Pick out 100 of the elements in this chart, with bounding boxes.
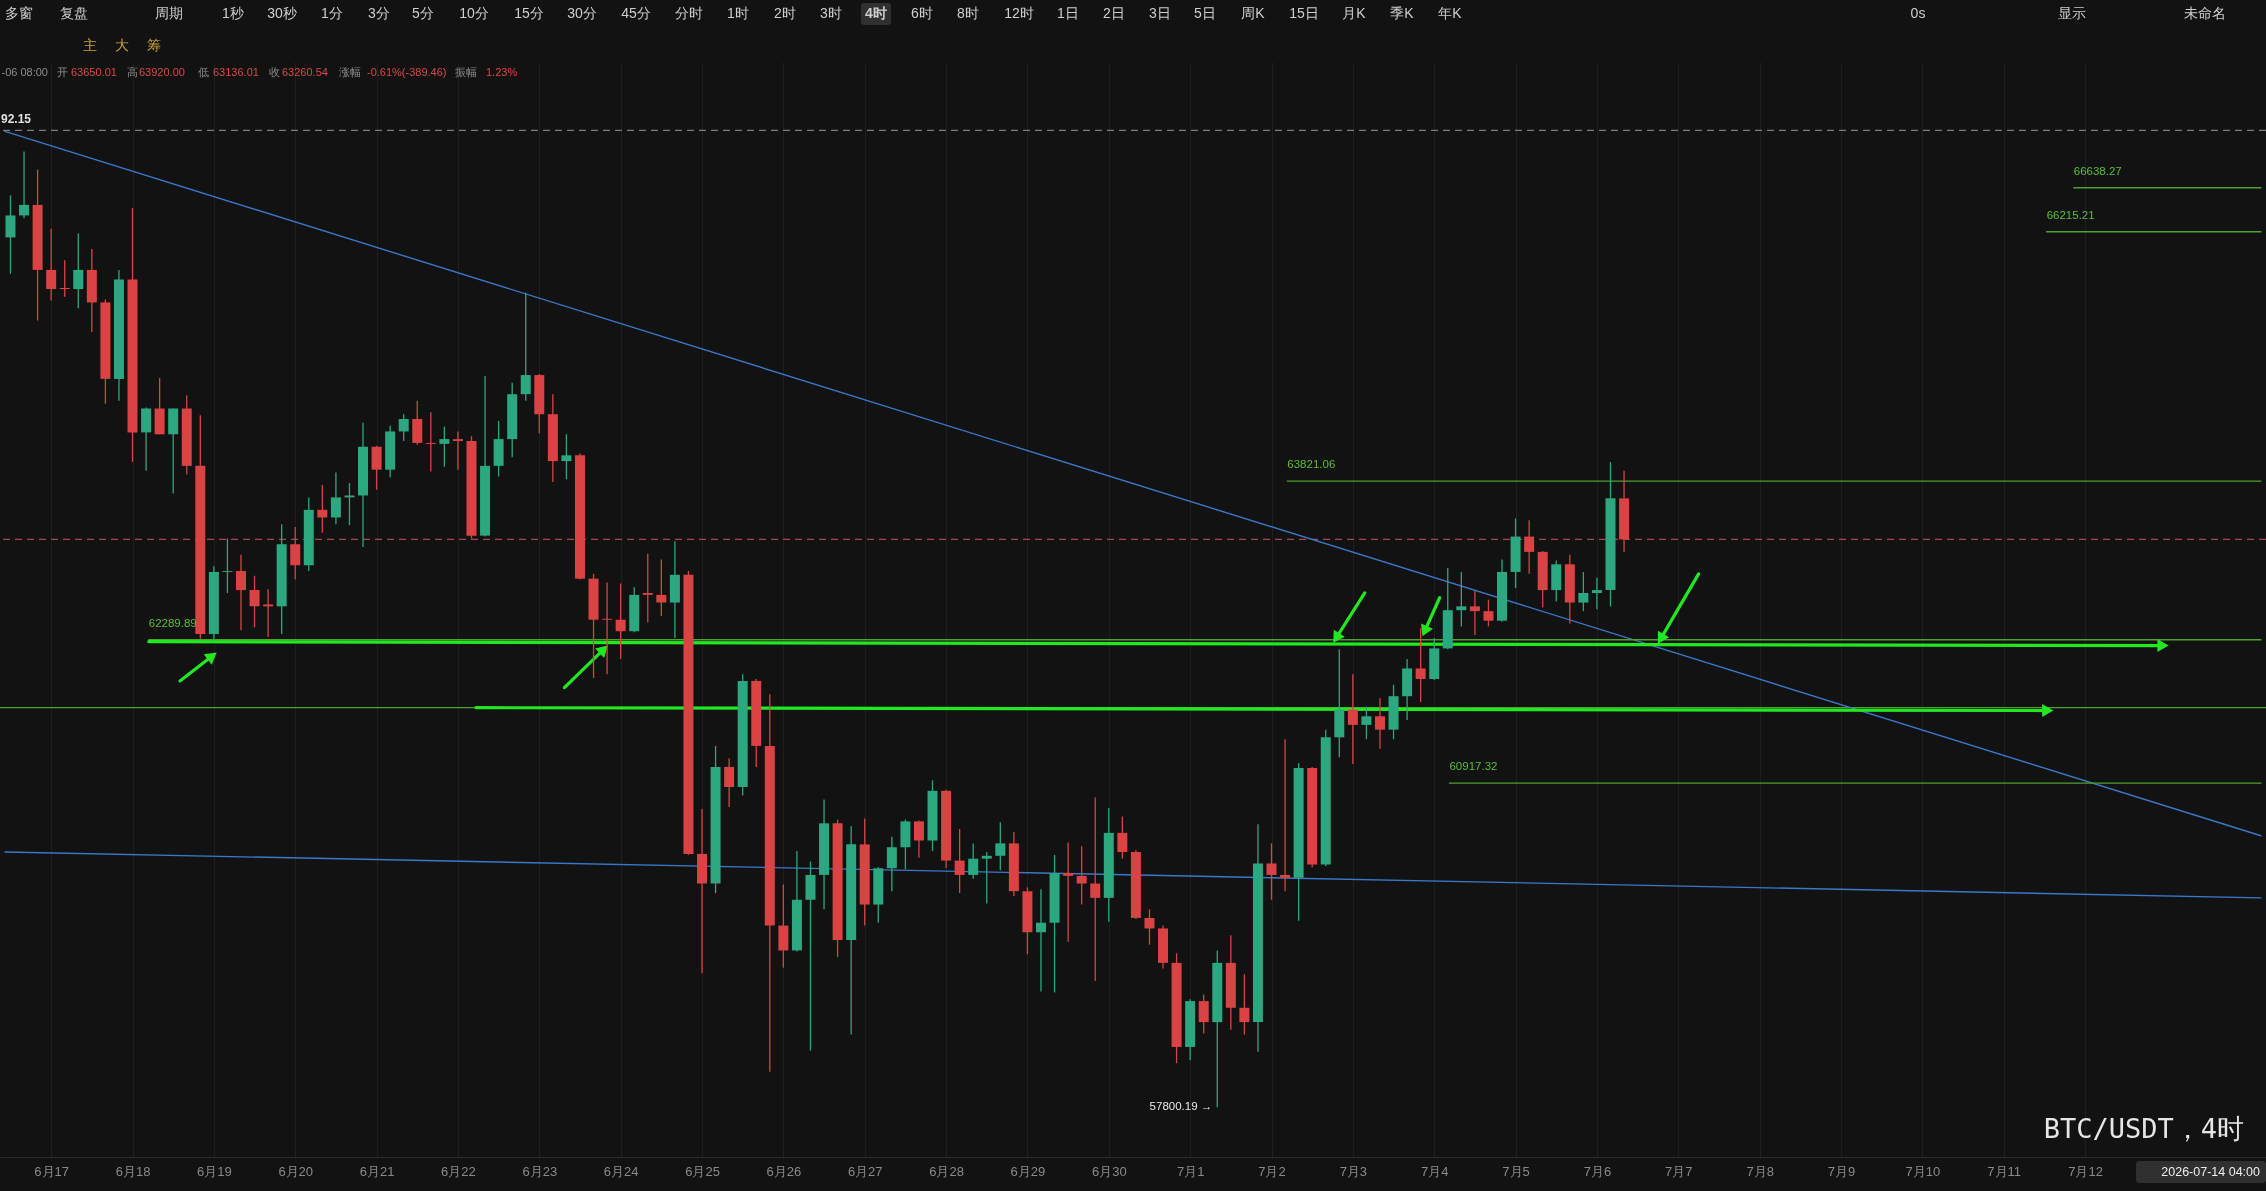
text: 高 [127, 66, 138, 78]
candlestick [520, 292, 531, 402]
candlestick [59, 259, 70, 298]
candlestick [1415, 627, 1426, 703]
candlestick [5, 194, 16, 275]
candlestick [1483, 599, 1494, 628]
text: 63920.00 [139, 66, 185, 78]
text: 季K [1390, 5, 1415, 21]
x-tick-label: 6月26 [766, 1163, 802, 1179]
candlestick [642, 553, 653, 624]
text: 6时 [911, 5, 933, 21]
x-tick-label: 6月23 [522, 1163, 558, 1179]
text: 15日 [1289, 5, 1319, 21]
text: 5分 [412, 5, 434, 21]
candlestick [290, 526, 301, 581]
candlestick [235, 554, 246, 631]
candlestick [412, 400, 423, 446]
text: 周K [1241, 5, 1266, 21]
candlestick [439, 426, 450, 468]
candlestick [724, 757, 735, 808]
candlestick [249, 575, 260, 629]
text: 1秒 [222, 5, 244, 21]
candlestick [1280, 738, 1291, 892]
candlestick [263, 588, 274, 638]
text: 0s [1910, 5, 1926, 21]
text: 周期 [155, 5, 183, 21]
x-tick-label: 7月1 [1176, 1163, 1205, 1179]
x-tick-label: 7月8 [1746, 1163, 1774, 1179]
candlestick [425, 411, 436, 473]
candlestick [1198, 993, 1209, 1035]
x-tick-label: 7月12 [2068, 1163, 2103, 1179]
candlestick [981, 851, 992, 905]
candlestick [1090, 796, 1101, 982]
candlestick [46, 228, 57, 302]
candlestick [1347, 673, 1358, 765]
text: 8时 [957, 5, 979, 21]
text: 1分 [321, 5, 343, 21]
candlestick [141, 406, 152, 472]
x-tick-label: 6月24 [603, 1163, 639, 1179]
text: 大 [115, 37, 129, 53]
x-tick-label: 6月30 [1091, 1163, 1127, 1179]
text: 3分 [368, 5, 390, 21]
text: 63136.01 [213, 66, 259, 78]
candlestick [371, 445, 382, 491]
x-tick-label: 7月3 [1339, 1163, 1368, 1179]
candlestick [1469, 590, 1480, 636]
candlestick [1374, 697, 1385, 750]
candlestick [19, 150, 30, 219]
text: 月K [1342, 5, 1367, 21]
annotation: 63821.06 [1287, 458, 1336, 471]
text: 显示 [2058, 5, 2086, 21]
candlestick [1144, 908, 1155, 946]
text: 5日 [1194, 5, 1216, 21]
candlestick [1591, 577, 1602, 610]
candlestick [1035, 888, 1046, 993]
candlestick [398, 413, 409, 442]
candlestick [1578, 571, 1589, 612]
candlestick [452, 430, 463, 471]
x-tick-label: 6月21 [359, 1163, 395, 1179]
text: 63260.54 [282, 66, 328, 78]
x-tick-label: 6月25 [685, 1163, 720, 1179]
text: 3时 [820, 5, 842, 21]
annotation: 57800.19 → [1149, 1100, 1213, 1113]
annotation: 66638.27 [2073, 164, 2122, 177]
x-tick-label: 7月5 [1502, 1163, 1530, 1179]
text: 分时 [675, 5, 703, 21]
text: 30秒 [267, 5, 297, 21]
text: 1日 [1057, 5, 1079, 21]
text: 筹 [147, 37, 161, 53]
text: BTC/USDT，4时 [2043, 1113, 2244, 1144]
text: 未命名 [2184, 5, 2226, 21]
annotation: 66215.21 [2046, 208, 2095, 221]
candlestick [561, 433, 572, 480]
x-tick-label: 6月20 [278, 1163, 314, 1179]
x-tick-label: 6月17 [34, 1163, 70, 1179]
x-tick-label: 6月19 [197, 1163, 232, 1179]
x-tick-label: 7月11 [1987, 1163, 2022, 1179]
x-tick-label: 7月9 [1827, 1163, 1856, 1179]
x-tick-label: 7月10 [1905, 1163, 1941, 1179]
x-tick-label: 7月2 [1258, 1163, 1286, 1179]
candlestick [602, 581, 613, 675]
text: 复盘 [60, 5, 88, 21]
x-tick-label: 7月7 [1665, 1163, 1693, 1179]
text: 1.23% [486, 66, 518, 78]
text: 低 [198, 66, 209, 78]
candlestick [1076, 845, 1087, 906]
candlestick [330, 471, 341, 525]
annotation: 60917.32 [1449, 760, 1498, 773]
candlestick [1456, 571, 1467, 628]
text: -06 08:00 [1, 66, 48, 78]
x-tick-label: 6月28 [929, 1163, 964, 1179]
candlestick [1524, 519, 1535, 575]
x-tick-label: 6月22 [441, 1163, 476, 1179]
text: 年K [1438, 5, 1463, 21]
x-tick-label: 6月29 [1010, 1163, 1046, 1179]
text: 2026-07-14 04:00 [2161, 1165, 2261, 1179]
text: 12时 [1004, 5, 1034, 21]
candlestick [1117, 815, 1128, 860]
text: 开 [57, 66, 68, 78]
candlestick [344, 482, 355, 526]
